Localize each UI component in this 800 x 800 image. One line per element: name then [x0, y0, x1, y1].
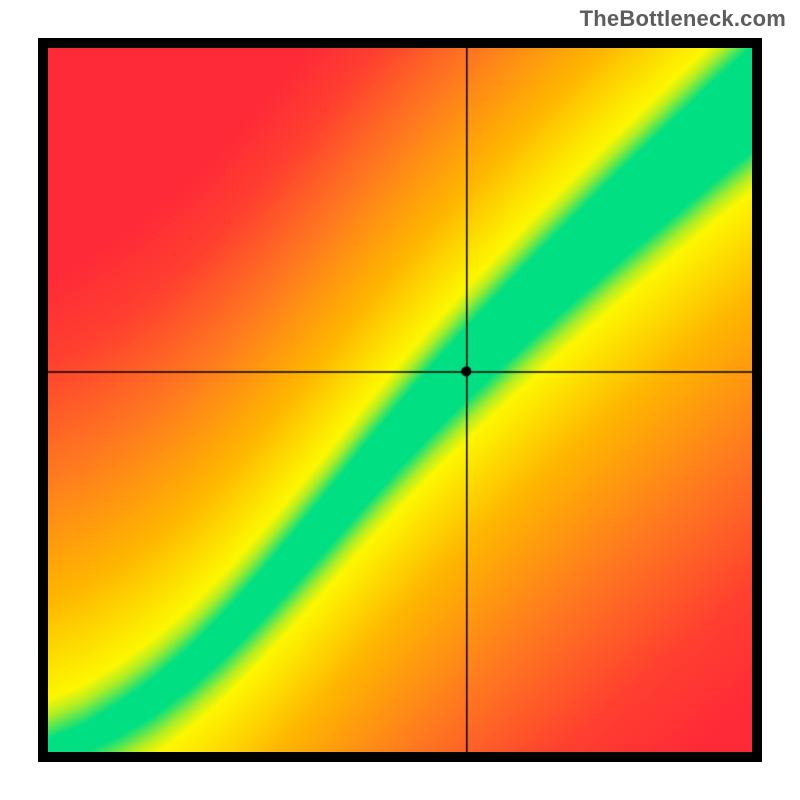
bottleneck-heatmap	[48, 48, 752, 752]
heatmap-container	[38, 38, 762, 762]
watermark-text: TheBottleneck.com	[580, 6, 786, 32]
